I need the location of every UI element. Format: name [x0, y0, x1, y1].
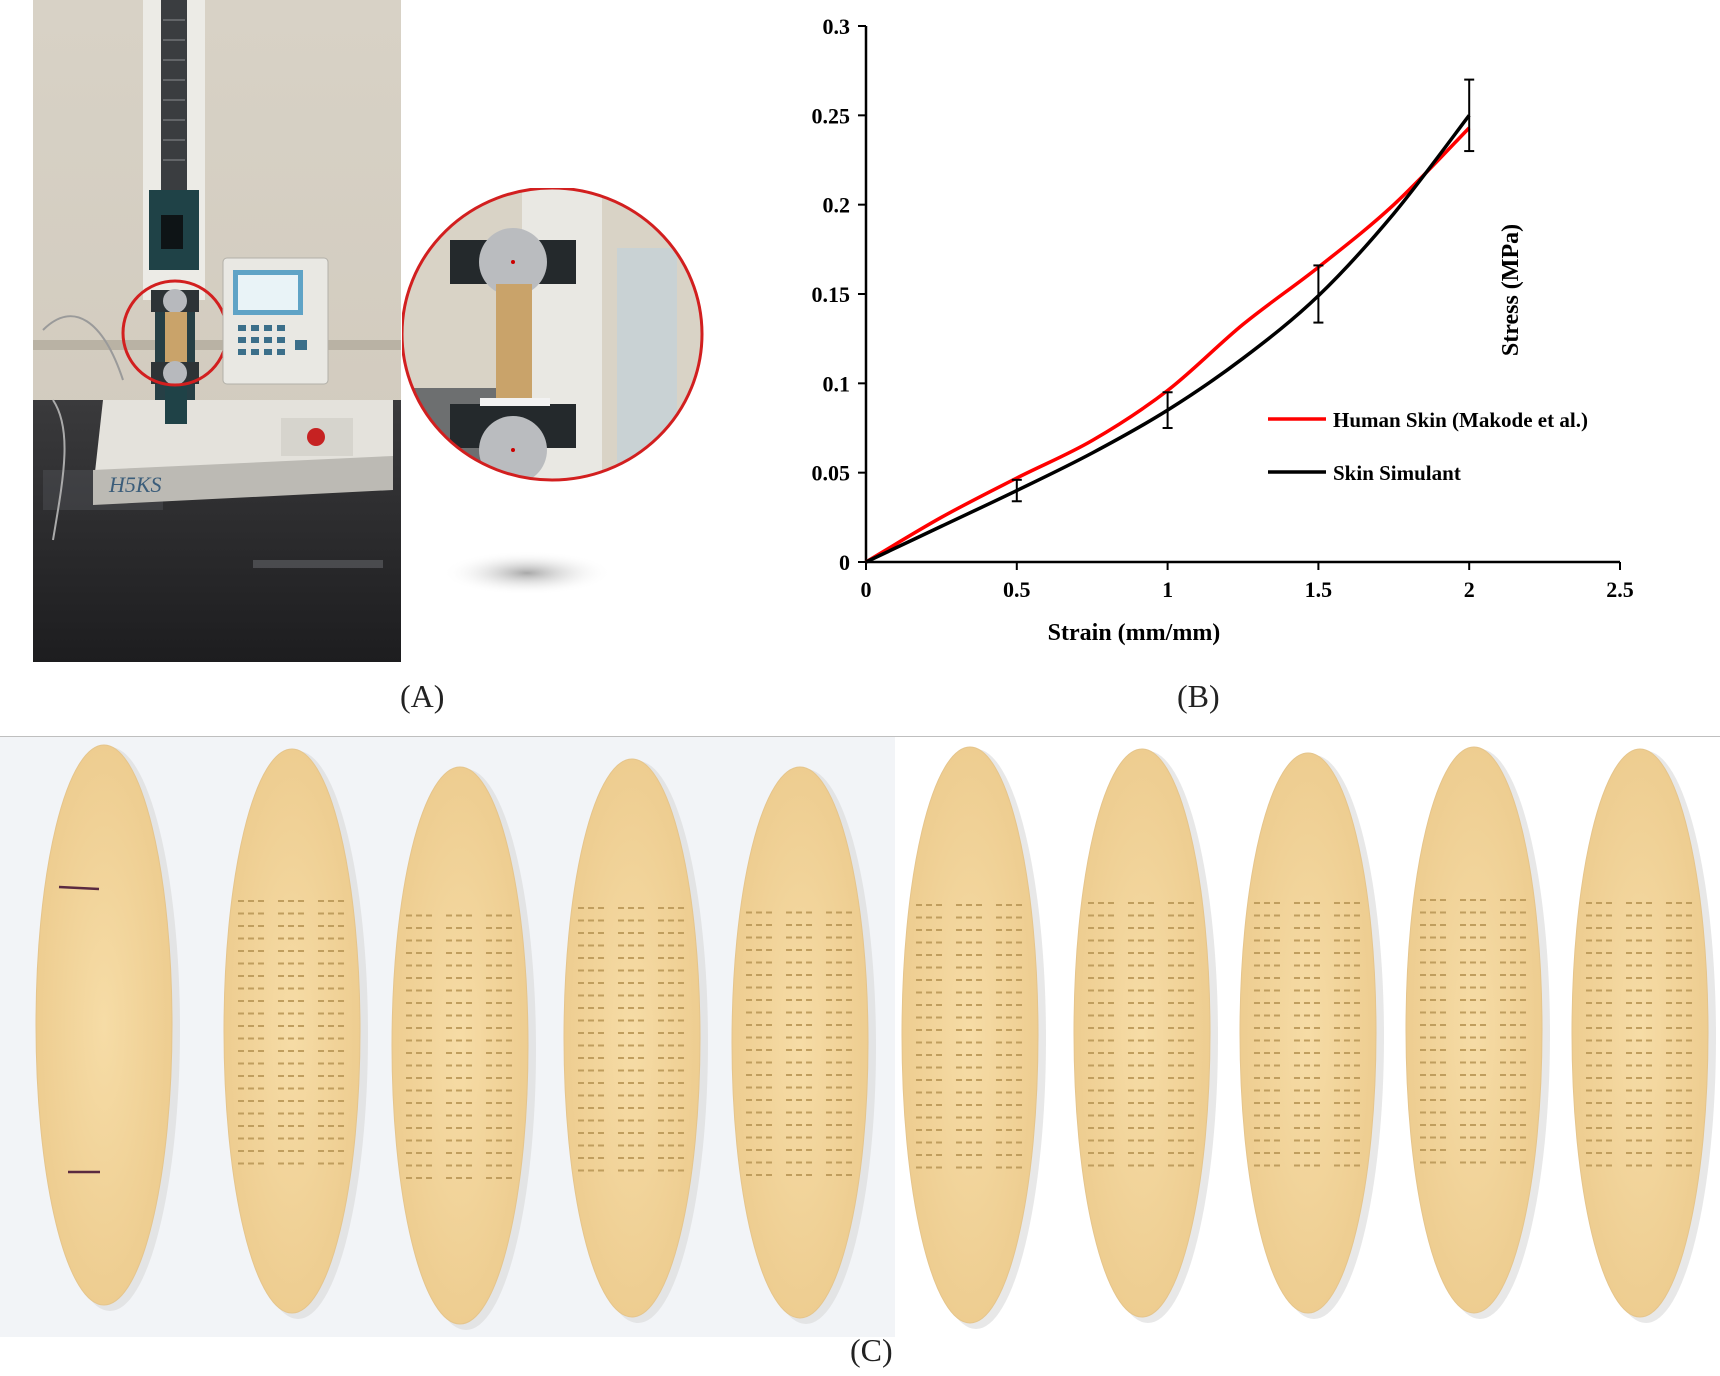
strip-body: [563, 758, 701, 1318]
specimen-strip: [901, 746, 1046, 1329]
x-tick-label: 2: [1464, 577, 1475, 602]
strip-body: [901, 746, 1039, 1324]
y-axis-ticks: 0 0.05 0.1 0.15 0.2 0.25 0.3: [812, 14, 866, 575]
panel-label-a: (A): [400, 678, 445, 714]
zoomed-grip-inset: [402, 188, 704, 595]
section-divider: [0, 736, 1720, 737]
y-tick-label: 0.15: [812, 282, 851, 307]
y-tick-label: 0.2: [823, 193, 851, 218]
strip-body: [1405, 746, 1543, 1314]
x-tick-label: 1.5: [1305, 577, 1333, 602]
strip-body: [1239, 752, 1377, 1314]
specimen-strip: [1571, 748, 1716, 1323]
x-tick-label: 1: [1162, 577, 1173, 602]
chart-legend: Human Skin (Makode et al.) Skin Simulant: [1268, 408, 1588, 485]
specimen-strips-photo: [0, 737, 1720, 1337]
strip-body: [35, 744, 173, 1306]
strip-body: [223, 748, 361, 1314]
series-line-skin-simulant: [865, 114, 1471, 564]
specimen-strip: [1239, 752, 1384, 1319]
chart-series: [865, 114, 1471, 564]
series-line-human-skin: [865, 126, 1471, 564]
y-tick-label: 0.1: [823, 371, 851, 396]
error-bars: [1011, 78, 1475, 503]
panel-label-b: (B): [1177, 678, 1220, 714]
x-tick-label: 0.5: [1003, 577, 1031, 602]
specimen-strip: [563, 758, 708, 1323]
stress-strain-chart: 0 0.05 0.1 0.15 0.2 0.25 0.3 0 0.5 1 1.5 2 2.5 Huma…: [812, 14, 1634, 646]
y-tick-label: 0.25: [812, 103, 851, 128]
specimen-strip: [1073, 748, 1218, 1323]
legend-entry: Human Skin (Makode et al.): [1333, 408, 1588, 432]
machine-label: H5KS: [108, 472, 162, 497]
inset-shadow: [442, 551, 612, 595]
strip-body: [731, 766, 869, 1319]
y-tick-label: 0.05: [812, 461, 851, 486]
x-axis-label: Strain (mm/mm): [1048, 620, 1221, 646]
specimen-strip: [223, 748, 368, 1319]
y-tick-label: 0: [839, 550, 850, 575]
ink-mark: [58, 885, 100, 891]
strip-body: [1073, 748, 1211, 1318]
y-axis-label: Stress (MPa): [1498, 224, 1524, 356]
strip-body: [1571, 748, 1709, 1318]
x-tick-label: 0: [861, 577, 872, 602]
tensile-machine-illustration: H5KS: [33, 0, 401, 662]
specimen-strip: [731, 766, 876, 1324]
specimen-strip: [391, 766, 536, 1330]
panel-label-c: (C): [850, 1332, 893, 1368]
specimen-strip: [35, 744, 180, 1311]
strip-body: [391, 766, 529, 1325]
x-axis-ticks: 0 0.5 1 1.5 2 2.5: [861, 562, 1634, 602]
legend-entry: Skin Simulant: [1333, 461, 1461, 485]
y-tick-label: 0.3: [823, 14, 851, 39]
specimen-strip: [1405, 746, 1550, 1319]
tensile-machine-photo: H5KS: [33, 0, 401, 662]
x-tick-label: 2.5: [1606, 577, 1634, 602]
